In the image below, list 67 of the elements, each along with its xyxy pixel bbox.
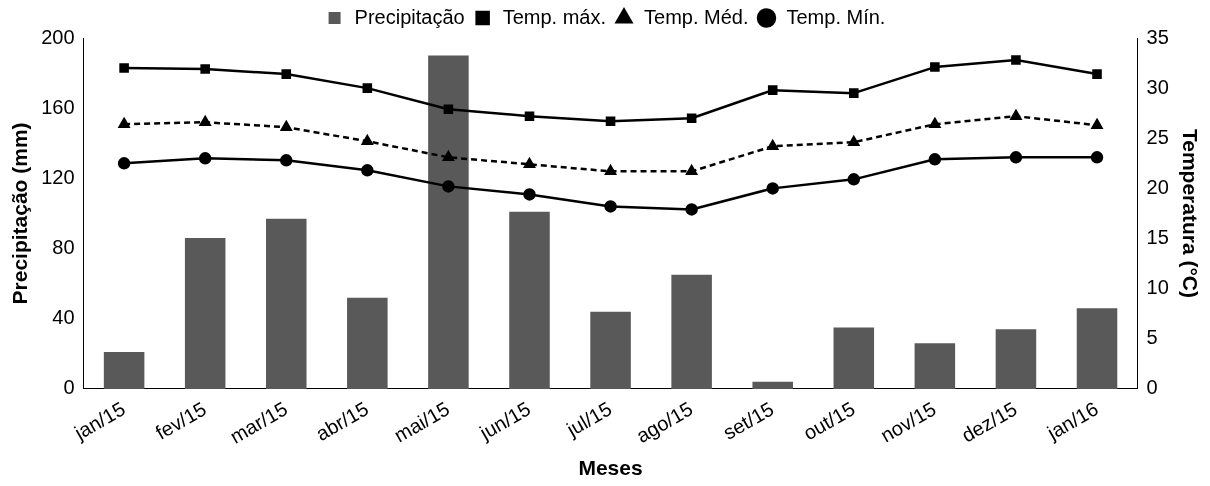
y-tick-label: 0 bbox=[63, 376, 75, 399]
y2-tick-label: 5 bbox=[1146, 326, 1158, 349]
y2-tick-label: 0 bbox=[1146, 376, 1158, 399]
point bbox=[847, 173, 861, 186]
point bbox=[766, 182, 779, 195]
bar bbox=[1076, 308, 1118, 389]
y2-tick-label: 20 bbox=[1146, 175, 1169, 198]
point bbox=[281, 69, 292, 79]
point bbox=[849, 88, 859, 98]
point bbox=[118, 117, 130, 128]
bar bbox=[265, 218, 307, 389]
point bbox=[929, 117, 941, 128]
point bbox=[442, 151, 454, 162]
point bbox=[523, 188, 536, 201]
point bbox=[119, 63, 129, 73]
y2-tick-label: 15 bbox=[1146, 226, 1169, 249]
bar bbox=[833, 327, 875, 389]
point bbox=[1091, 118, 1103, 129]
point bbox=[362, 83, 373, 93]
point bbox=[1092, 69, 1102, 79]
y2-tick-label: 25 bbox=[1146, 125, 1169, 148]
point bbox=[1011, 55, 1021, 65]
bar bbox=[184, 238, 226, 389]
y-tick-label: 160 bbox=[41, 95, 75, 118]
point bbox=[930, 62, 940, 72]
point bbox=[117, 157, 131, 170]
y2-tick-label: 30 bbox=[1146, 75, 1169, 98]
point bbox=[1009, 151, 1023, 164]
bar bbox=[103, 352, 145, 389]
point bbox=[605, 116, 616, 126]
legend-label: Precipitação bbox=[354, 5, 465, 28]
point bbox=[1010, 109, 1022, 120]
point bbox=[442, 180, 455, 193]
point bbox=[928, 153, 942, 166]
bar bbox=[914, 343, 956, 389]
point bbox=[524, 111, 535, 121]
legend-label: Temp. máx. bbox=[502, 5, 607, 28]
point bbox=[1090, 151, 1104, 164]
y-tick-label: 120 bbox=[41, 165, 75, 188]
point bbox=[443, 104, 454, 114]
y-tick-label: 40 bbox=[52, 306, 75, 329]
point bbox=[604, 200, 617, 213]
x-axis-title: Meses bbox=[578, 456, 643, 480]
point bbox=[280, 120, 292, 131]
bar bbox=[428, 55, 469, 389]
y2-tick-label: 35 bbox=[1146, 25, 1169, 48]
point bbox=[686, 113, 697, 123]
point bbox=[767, 85, 778, 95]
y-tick-label: 80 bbox=[52, 236, 75, 259]
bar bbox=[671, 274, 712, 389]
y-tick-label: 200 bbox=[41, 25, 75, 48]
y2-axis-title: Temperatura (°C) bbox=[1178, 128, 1202, 298]
bar bbox=[590, 311, 631, 389]
point bbox=[361, 164, 374, 177]
legend-label: Temp. Mín. bbox=[786, 5, 886, 28]
point bbox=[280, 154, 293, 167]
bar bbox=[347, 297, 388, 389]
point bbox=[685, 203, 698, 216]
bar bbox=[995, 329, 1037, 389]
legend-label: Temp. Méd. bbox=[644, 5, 749, 28]
point bbox=[199, 115, 211, 126]
bar bbox=[509, 211, 550, 389]
bar bbox=[752, 381, 793, 389]
y-axis-title: Precipitação (mm) bbox=[8, 122, 32, 305]
y2-tick-label: 10 bbox=[1146, 276, 1169, 299]
point bbox=[200, 64, 210, 74]
point bbox=[198, 152, 212, 165]
